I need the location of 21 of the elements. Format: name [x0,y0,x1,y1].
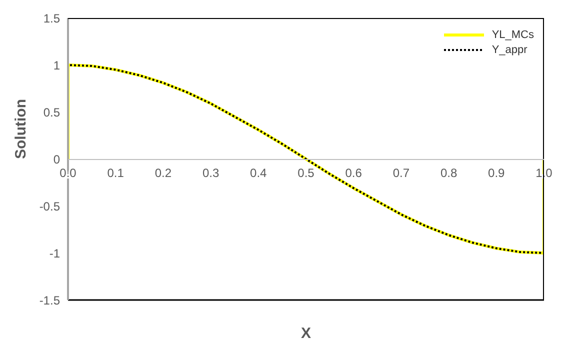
x-tick-label: 0.6 [345,166,362,180]
y-tick-label: 1 [53,58,60,72]
y-tick-label: 1.5 [43,11,60,26]
y-tick-label: -1.5 [39,293,60,308]
y-tick-label: -0.5 [39,199,60,214]
x-tick-label: 0.0 [60,166,77,180]
y-tick-label: 0 [53,152,60,166]
y-tick-label: -1 [49,246,60,260]
x-tick-label: 0.1 [107,166,124,180]
legend-label: YL_MCs [492,29,534,41]
x-tick-label: 0.3 [202,166,220,180]
x-tick-label: 0.7 [392,166,410,180]
legend-label: Y_appr [492,44,528,56]
x-tick-label: 0.8 [440,166,458,180]
x-tick-label: 0.2 [154,166,172,180]
x-axis-title: X [300,325,312,342]
x-tick-label: 0.9 [488,166,506,180]
x-tick-label: 0.4 [250,166,268,180]
y-tick-label: 0.5 [43,105,60,120]
x-tick-label: 0.5 [298,166,315,180]
y-axis-title: Solution [12,99,30,159]
